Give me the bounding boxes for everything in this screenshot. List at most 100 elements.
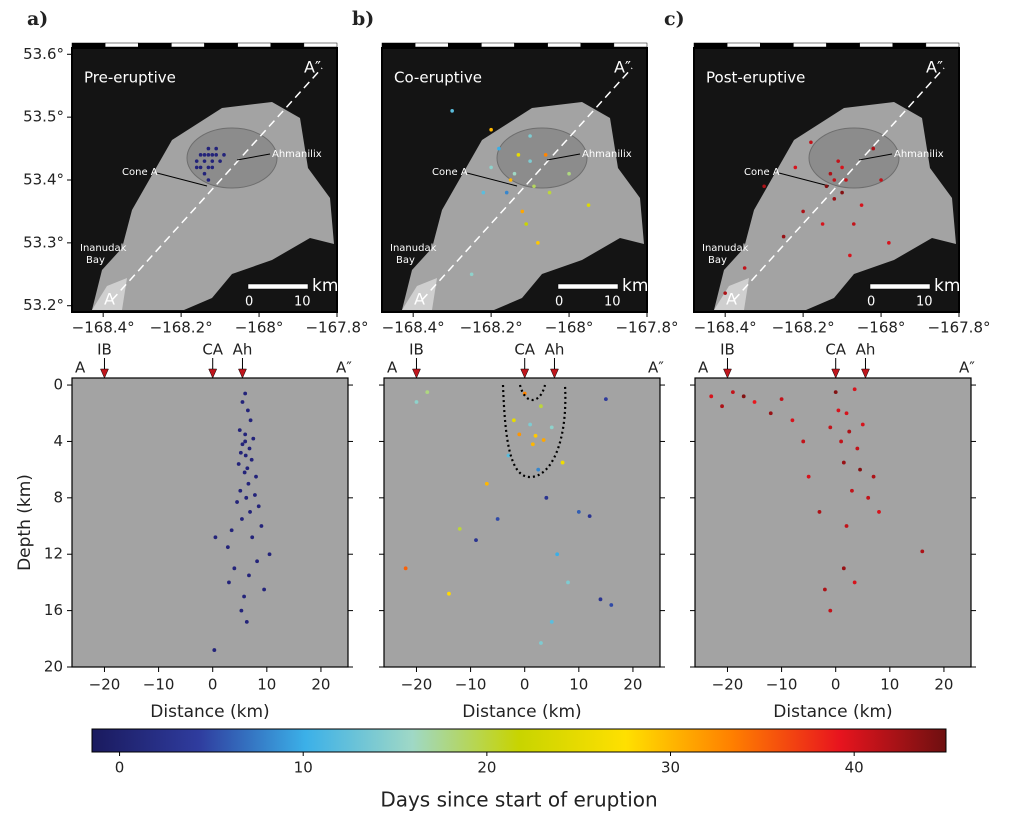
event [474, 538, 478, 543]
event [262, 587, 267, 592]
frame-segment [71, 42, 106, 48]
frame-segment [580, 42, 615, 48]
event [239, 608, 244, 613]
event [242, 594, 246, 599]
event [806, 474, 811, 479]
event [567, 171, 571, 176]
marker [238, 368, 247, 379]
frame-segment [514, 42, 548, 48]
profile-end: A [414, 290, 425, 309]
x-axis-label: Distance (km) [150, 702, 269, 722]
event [586, 203, 591, 207]
frame-segment [826, 42, 860, 48]
event [450, 109, 454, 113]
profile-end: A [698, 359, 709, 377]
event [206, 153, 211, 157]
event [206, 146, 211, 151]
event [858, 467, 862, 472]
frame-segment [892, 42, 927, 48]
event [247, 446, 252, 451]
event [520, 209, 525, 214]
bay-label: Inanudak [80, 243, 127, 254]
event [822, 587, 827, 592]
event [210, 165, 215, 170]
frame-segment [859, 42, 893, 48]
scale-tick: 0 [555, 295, 563, 310]
event [741, 394, 746, 399]
x-tick-label: −167.8° [305, 319, 368, 337]
event [809, 140, 813, 145]
colorbar-label: Days since start of eruption [380, 788, 657, 812]
x-tick-label: −168° [857, 319, 906, 337]
event [836, 408, 841, 413]
y-tick-label: 0 [53, 376, 63, 394]
profile-end: A″ [959, 359, 975, 377]
y-tick-label: 16 [44, 601, 63, 619]
marker-label: Ah [545, 341, 565, 359]
leader [466, 172, 518, 187]
event [194, 159, 199, 163]
event [544, 495, 549, 500]
event [850, 488, 854, 493]
section-background [383, 377, 661, 668]
event [251, 436, 256, 441]
event [528, 134, 532, 138]
event [202, 159, 207, 163]
x-tick-label: 10 [880, 676, 899, 694]
frame-segment [414, 42, 449, 48]
scale-tick: 10 [604, 295, 621, 310]
frame-segment [138, 42, 172, 48]
x-tick-label: 0 [520, 676, 530, 694]
event [256, 504, 261, 509]
event [504, 190, 509, 195]
event [547, 190, 552, 195]
marker [100, 368, 109, 379]
profile-end: A [104, 290, 115, 309]
event [253, 493, 257, 497]
event [852, 387, 857, 392]
event [267, 552, 272, 557]
event [248, 418, 253, 423]
event [587, 514, 592, 519]
colorbar-tick-label: 0 [115, 759, 125, 777]
event [447, 591, 451, 596]
event [508, 178, 513, 182]
y-tick-label: 53.6° [23, 45, 64, 63]
profile-end: A [726, 290, 737, 309]
bay-label: Bay [708, 255, 727, 266]
y-tick-label: 53.4° [23, 171, 64, 189]
x-tick-label: −168.4° [72, 319, 135, 337]
event [781, 234, 786, 239]
frame-segment [381, 42, 416, 48]
event [202, 153, 207, 157]
marker [412, 368, 421, 379]
event [489, 127, 493, 132]
x-tick-label: 20 [311, 676, 330, 694]
event [598, 597, 603, 602]
event [730, 390, 735, 394]
panel-label: a) [27, 8, 48, 30]
event [851, 222, 856, 226]
terrain [714, 278, 749, 310]
event [832, 178, 837, 182]
event [528, 422, 533, 427]
event [539, 404, 543, 409]
map-frame [381, 47, 648, 313]
frame-segment [547, 42, 581, 48]
event [481, 190, 486, 195]
y-tick-label: 53.2° [23, 296, 64, 314]
event [497, 146, 501, 151]
y-tick-label: 20 [44, 658, 63, 676]
leader [858, 153, 893, 161]
event [245, 466, 250, 471]
event [833, 390, 838, 394]
event [871, 474, 876, 479]
event [533, 433, 538, 438]
event [541, 438, 546, 442]
event [259, 524, 264, 528]
event [828, 608, 833, 613]
event [227, 580, 231, 585]
frame-segment [693, 42, 728, 48]
event [250, 535, 255, 540]
marker-label: Ah [856, 341, 876, 359]
